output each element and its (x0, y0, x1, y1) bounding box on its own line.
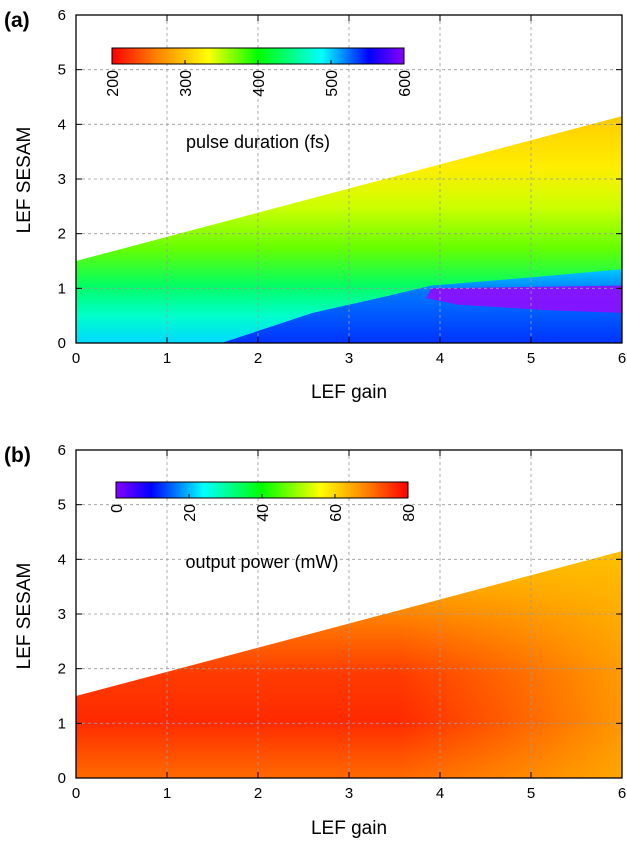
y-tick-label: 3 (58, 171, 66, 188)
panel-a: (a) 0 1 2 3 4 5 6 0 1 2 3 4 5 6 LEF gain LEF SESAM 20… (4, 7, 626, 403)
y-axis-label-a: LEF SESAM (14, 127, 35, 234)
colorbar-tick-label: 80 (401, 504, 418, 522)
x-tick-label: 6 (618, 785, 626, 802)
x-axis-label-b: LEF gain (311, 818, 387, 839)
y-tick-label: 6 (58, 7, 66, 24)
x-tick-label: 6 (618, 350, 626, 367)
y-tick-label: 6 (58, 442, 66, 459)
x-tick-label: 4 (436, 785, 444, 802)
x-axis-label-a: LEF gain (311, 382, 387, 403)
y-tick-label: 5 (58, 62, 66, 79)
panel-label-a: (a) (4, 9, 30, 32)
x-tick-label: 3 (345, 350, 353, 367)
colorbar-label-b: output power (mW) (185, 552, 338, 572)
colorbar-ticks-b: 0 20 40 60 80 (109, 494, 418, 522)
colorbar-tick-label: 0 (109, 504, 126, 513)
axis-ticks-a: 0 1 2 3 4 5 6 0 1 2 3 4 5 6 (58, 7, 627, 367)
x-tick-label: 1 (163, 350, 171, 367)
y-tick-label: 3 (58, 606, 66, 623)
colorbar-tick-label: 20 (182, 504, 199, 522)
x-tick-label: 5 (527, 785, 535, 802)
x-tick-label: 0 (72, 350, 80, 367)
panel-label-b: (b) (4, 444, 31, 467)
x-tick-label: 5 (527, 350, 535, 367)
x-tick-label: 2 (254, 350, 262, 367)
colorbar-tick-label: 500 (324, 70, 341, 97)
y-axis-label-b: LEF SESAM (14, 563, 35, 670)
colorbar-b: 0 20 40 60 80 output power (mW) (109, 481, 418, 572)
x-tick-label: 3 (345, 785, 353, 802)
colorbar-label-a: pulse duration (fs) (186, 132, 330, 152)
x-tick-label: 0 (72, 785, 80, 802)
colorbar-a: 200 300 400 500 600 pulse duration (fs) (105, 47, 414, 152)
x-tick-label: 2 (254, 785, 262, 802)
colorbar-tick-label: 300 (178, 70, 195, 97)
colorbar-tick-label: 60 (328, 504, 345, 522)
y-tick-label: 2 (58, 226, 66, 243)
y-tick-label: 4 (58, 116, 66, 133)
y-tick-label: 2 (58, 661, 66, 678)
y-tick-label: 1 (58, 280, 66, 297)
grid-b (76, 450, 622, 778)
colorbar-tick-label: 600 (397, 70, 414, 97)
x-tick-label: 4 (436, 350, 444, 367)
grid-a (76, 15, 622, 343)
colorbar-tick-label: 400 (251, 70, 268, 97)
y-tick-label: 0 (58, 770, 66, 787)
y-tick-label: 1 (58, 715, 66, 732)
heatmap-region-b (76, 551, 622, 778)
x-tick-label: 1 (163, 785, 171, 802)
colorbar-tick-label: 40 (255, 504, 272, 522)
colorbar-tick-label: 200 (105, 70, 122, 97)
y-tick-label: 4 (58, 551, 66, 568)
y-tick-label: 0 (58, 335, 66, 352)
colorbar-ticks-a: 200 300 400 500 600 (105, 60, 414, 97)
y-tick-label: 5 (58, 497, 66, 514)
